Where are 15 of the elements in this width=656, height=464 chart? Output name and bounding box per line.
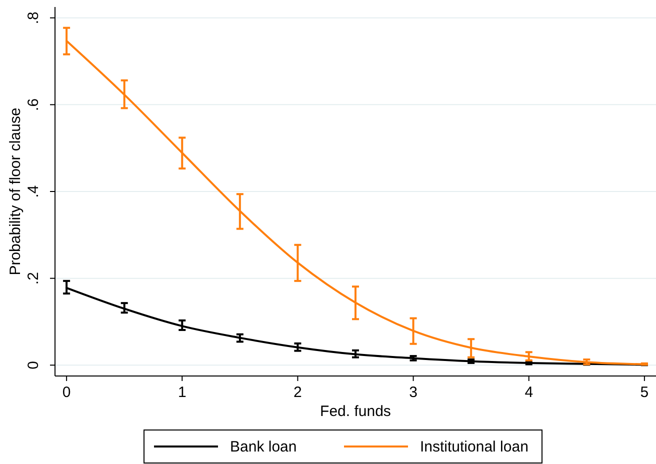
x-tick-label: 3 (409, 384, 418, 401)
x-axis-title: Fed. funds (320, 403, 391, 420)
y-tick-label: .6 (25, 98, 42, 111)
y-tick-label: 0 (25, 360, 42, 370)
y-tick-label: .8 (25, 12, 42, 24)
legend-label: Institutional loan (420, 438, 528, 456)
y-tick-label: .2 (25, 272, 42, 285)
legend-label: Bank loan (230, 438, 297, 456)
x-tick-label: 5 (640, 384, 649, 401)
x-tick-label: 4 (524, 384, 534, 401)
x-tick-label: 0 (62, 384, 71, 401)
y-axis-title: Probability of floor clause (7, 108, 24, 276)
x-tick-label: 2 (294, 384, 302, 401)
y-tick-label: .4 (25, 185, 42, 198)
x-tick-label: 1 (178, 384, 186, 401)
